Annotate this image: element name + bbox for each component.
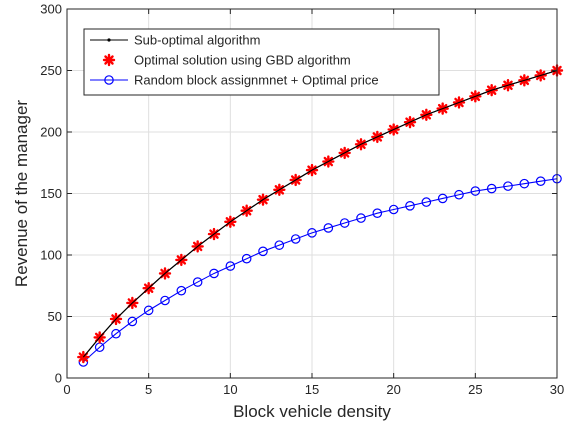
data-point <box>405 201 415 211</box>
series-layer <box>77 64 564 367</box>
legend: Sub-optimal algorithm Optimal solution us… <box>83 28 440 96</box>
series-1-overlay <box>82 69 558 358</box>
data-point <box>323 223 334 233</box>
y-tick-label: 150 <box>40 186 62 201</box>
data-point <box>339 218 350 228</box>
data-point <box>372 208 383 218</box>
x-axis-label: Block vehicle density <box>233 402 391 421</box>
data-point <box>104 75 114 85</box>
legend-item: Sub-optimal algorithm <box>90 33 260 48</box>
legend-label: Sub-optimal algorithm <box>134 33 260 48</box>
y-tick-label: 300 <box>40 2 62 17</box>
x-tick-label: 15 <box>305 382 319 397</box>
legend-item: Random block assignmnet + Optimal price <box>90 73 379 88</box>
legend-label: Random block assignmnet + Optimal price <box>134 73 379 88</box>
data-point <box>421 197 432 207</box>
series-line <box>82 178 558 363</box>
y-tick-label: 200 <box>40 125 62 140</box>
series-3 <box>78 173 562 367</box>
y-tick-label: 0 <box>55 371 62 386</box>
x-tick-label: 5 <box>145 382 152 397</box>
data-point <box>241 253 252 264</box>
data-point <box>192 277 203 287</box>
data-point <box>160 295 170 306</box>
series-line <box>82 69 558 358</box>
data-point <box>356 213 366 223</box>
data-point <box>107 38 111 42</box>
y-tick-label: 50 <box>48 309 62 324</box>
data-point <box>454 189 464 200</box>
data-point <box>258 246 268 257</box>
data-point <box>127 316 138 327</box>
x-tick-label: 30 <box>550 382 564 397</box>
x-tick-label: 20 <box>386 382 400 397</box>
x-tick-label: 10 <box>223 382 237 397</box>
x-tick-label: 0 <box>63 382 70 397</box>
data-point <box>209 268 219 279</box>
data-point <box>437 193 448 204</box>
data-point <box>519 178 530 189</box>
data-point <box>274 240 285 250</box>
series-2 <box>77 64 564 364</box>
data-point <box>486 183 497 194</box>
data-point <box>225 261 236 271</box>
data-point <box>290 234 301 244</box>
legend-label: Optimal solution using GBD algorithm <box>134 53 351 68</box>
data-point <box>470 186 481 196</box>
data-point <box>388 204 399 215</box>
data-point <box>307 228 317 238</box>
legend-box <box>83 28 440 96</box>
series-1 <box>81 68 559 359</box>
legend-item: Optimal solution using GBD algorithm <box>102 53 351 68</box>
data-point <box>102 53 116 67</box>
y-tick-label: 250 <box>40 63 62 78</box>
x-tick-label: 25 <box>468 382 482 397</box>
y-tick-label: 100 <box>40 248 62 263</box>
data-point <box>176 285 187 296</box>
data-point <box>503 181 513 191</box>
data-point <box>535 176 546 186</box>
series-line <box>82 69 558 358</box>
data-point <box>111 328 121 339</box>
y-axis-label: Revenue of the manager <box>12 100 31 287</box>
data-point <box>143 305 154 316</box>
